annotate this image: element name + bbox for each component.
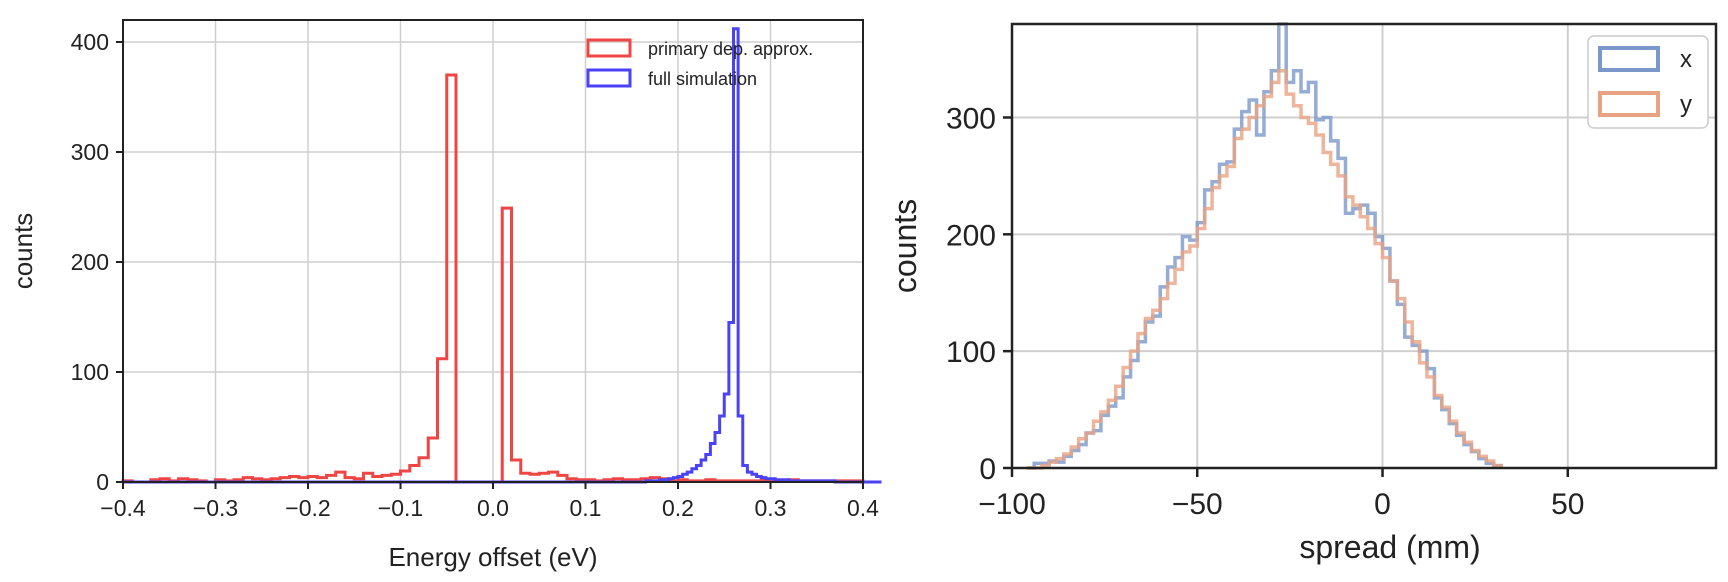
chart-energy-offset: −0.4 −0.3 −0.2 −0.1 0.0 0.1 0.2 0.3 0.4 0 100 200 30… (8, 19, 882, 572)
legend-swatch-y (1598, 91, 1660, 117)
y-tick-label: 0 (979, 453, 996, 486)
legend: primary dep. approx. full simulation (586, 38, 813, 89)
y-axis-label: counts (887, 199, 923, 293)
plot-frame (1010, 22, 1718, 470)
x-tick-label: −0.2 (285, 495, 330, 521)
y-tick-label: 400 (71, 29, 109, 55)
axis-ticks: −0.4 −0.3 −0.2 −0.1 0.0 0.1 0.2 0.3 0.4 0 100 200 30… (71, 29, 880, 521)
y-axis-label: counts (8, 213, 38, 290)
x-axis-label: spread (mm) (1299, 529, 1480, 565)
legend-swatch-full-simulation (586, 68, 632, 88)
x-tick-label: 0 (1374, 488, 1391, 521)
y-tick-label: 100 (946, 336, 996, 369)
legend-swatch-x (1598, 46, 1660, 72)
legend: x y (1587, 35, 1709, 129)
x-tick-label: −100 (978, 488, 1046, 521)
x-axis-label: Energy offset (eV) (388, 542, 597, 572)
y-tick-label: 200 (946, 219, 996, 252)
x-tick-label: 0.3 (755, 495, 787, 521)
y-tick-label: 300 (946, 102, 996, 135)
x-tick-label: −0.1 (378, 495, 423, 521)
x-tick-label: 50 (1551, 488, 1584, 521)
legend-frame (1587, 35, 1709, 129)
x-tick-label: 0.4 (847, 495, 879, 521)
legend-label-y: y (1680, 91, 1692, 118)
axis-ticks: −100 −50 0 50 0 100 200 300 (946, 102, 1585, 521)
x-tick-label: 0.0 (477, 495, 509, 521)
x-tick-label: −0.3 (193, 495, 238, 521)
x-tick-label: 0.1 (570, 495, 602, 521)
y-tick-label: 300 (71, 139, 109, 165)
legend-label-primary: primary dep. approx. (648, 39, 813, 59)
legend-label-full-simulation: full simulation (648, 69, 757, 89)
legend-label-x: x (1680, 46, 1692, 73)
legend-swatch-primary (586, 38, 632, 58)
histogram-series-y (1026, 68, 1503, 470)
x-tick-label: −0.4 (100, 495, 146, 521)
y-tick-label: 0 (96, 469, 109, 495)
series-layer (1026, 22, 1503, 470)
histogram-series-primary-dep-approx (121, 73, 865, 484)
x-tick-label: −50 (1172, 488, 1223, 521)
y-tick-label: 200 (71, 249, 109, 275)
x-tick-label: 0.2 (662, 495, 694, 521)
y-tick-label: 100 (71, 359, 109, 385)
